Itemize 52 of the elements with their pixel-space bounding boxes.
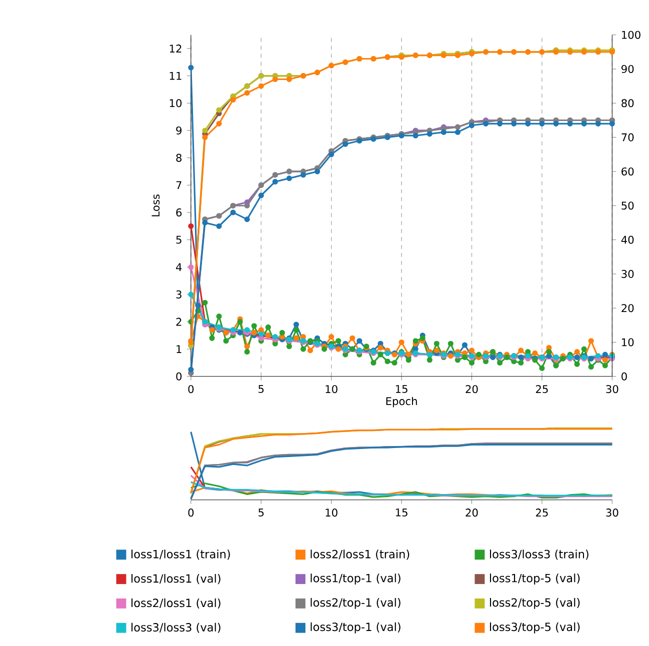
y2-tick-label: 70 — [622, 133, 634, 142]
legend-label: loss2/top-1 (val) — [310, 598, 400, 609]
y-tick-label: 7 — [176, 181, 182, 189]
y2-tick-label: 90 — [622, 64, 634, 73]
y2-tick-label: 20 — [622, 304, 634, 312]
y2-tick-label: 40 — [621, 236, 634, 244]
x-tick-label: 10 — [326, 508, 338, 516]
x-tick-label: 0 — [188, 508, 194, 516]
y2-tick-label: 60 — [622, 167, 634, 176]
x-tick-label: 20 — [466, 384, 478, 393]
y-tick-label: 5 — [176, 236, 182, 244]
y-axis-title: Loss — [152, 194, 160, 216]
x-tick-label: 10 — [326, 384, 338, 393]
y-tick-label: 2 — [176, 318, 182, 326]
y-tick-label: 11 — [170, 72, 182, 80]
y-tick-label: 4 — [176, 263, 182, 271]
x-tick-label: 15 — [396, 508, 408, 516]
y2-tick-label: 0 — [622, 372, 627, 380]
y-tick-label: 6 — [176, 208, 182, 216]
x-tick-label: 5 — [258, 508, 264, 516]
y2-tick-label: 30 — [622, 270, 634, 278]
x-tick-label: 20 — [466, 508, 478, 516]
y-tick-label: 0 — [176, 372, 182, 380]
y-tick-label: 10 — [170, 98, 182, 108]
x-axis-title: Epoch — [386, 396, 417, 408]
legend-label: loss1/top-5 (val) — [490, 573, 580, 584]
legend-label: loss2/loss1 (train) — [310, 549, 410, 560]
legend-label: loss2/loss1 (val) — [132, 598, 220, 608]
legend-label: loss3/loss3 (train) — [490, 549, 588, 560]
x-tick-label: 30 — [606, 384, 618, 393]
legend-label: loss3/top-5 (val) — [490, 622, 580, 634]
x-tick-label: 30 — [606, 508, 618, 516]
legend-label: loss2/top-5 (val) — [490, 598, 580, 609]
y2-tick-label: 10 — [622, 338, 634, 346]
x-tick-label: 0 — [188, 384, 194, 393]
legend-label: loss1/top-1 (val) — [310, 573, 400, 584]
x-tick-label: 25 — [536, 508, 548, 516]
y-tick-label: 12 — [170, 44, 182, 52]
y2-tick-label: 100 — [622, 30, 640, 39]
x-tick-label: 25 — [536, 384, 548, 393]
x-tick-label: 15 — [396, 384, 408, 393]
y-tick-label: 1 — [176, 345, 182, 353]
y2-tick-label: 80 — [622, 98, 634, 108]
legend-label: loss1/loss1 (val) — [132, 574, 220, 584]
x-tick-label: 5 — [258, 384, 264, 393]
legend-label: loss1/loss1 (train) — [132, 549, 230, 560]
legend-label: loss3/top-1 (val) — [310, 622, 400, 634]
y2-tick-label: 50 — [622, 201, 634, 210]
y-tick-label: 9 — [176, 126, 182, 134]
y-tick-label: 3 — [176, 290, 182, 298]
legend-label: loss3/loss3 (val) — [132, 622, 220, 633]
y-tick-label: 8 — [176, 154, 182, 162]
